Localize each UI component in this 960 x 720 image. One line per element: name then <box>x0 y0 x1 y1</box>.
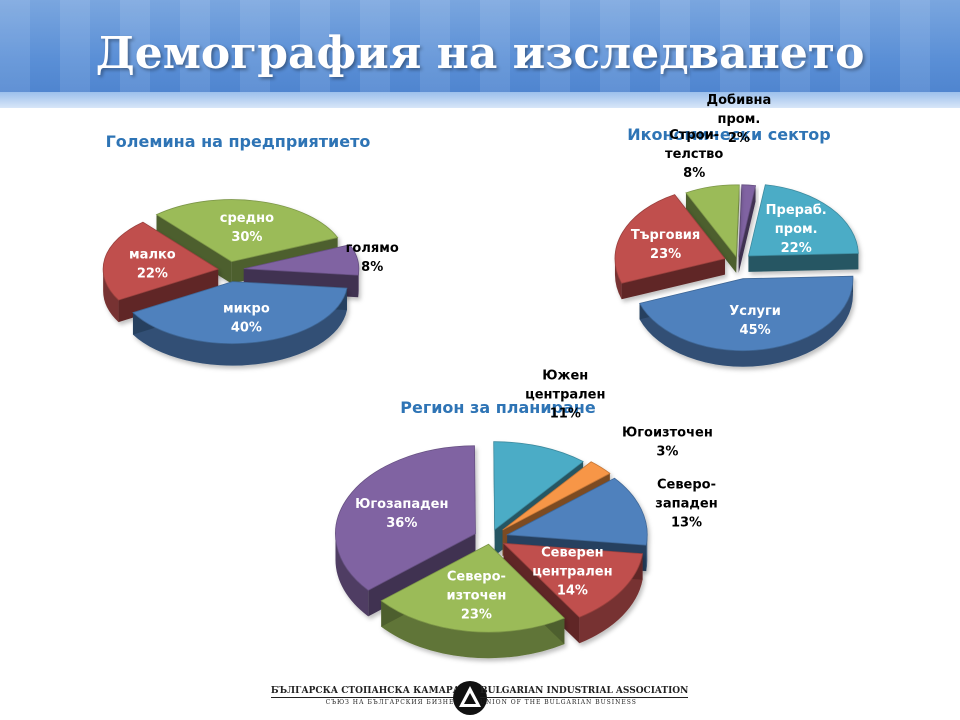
chart-title-economic-sector: Икономически сектор <box>627 125 830 144</box>
pie-slice-top <box>243 244 360 276</box>
footer-logo-block: БЪЛГАРСКА СТОПАНСКА КАМАРА СЪЮЗ НА БЪЛГА… <box>270 678 689 718</box>
pie-label-южен-централен: Южен <box>542 369 588 384</box>
pie-label-добивна-пром: пром. <box>718 112 761 127</box>
pie-slice-side <box>614 258 622 300</box>
pie-slice-top <box>747 184 859 257</box>
bia-logo-icon <box>453 681 487 715</box>
pie-slice-североизточен <box>380 543 566 659</box>
pie-label-северозападен: 13% <box>671 515 702 530</box>
pie-label-средно: 30% <box>231 230 262 245</box>
pie-slice-top <box>102 221 220 301</box>
footer-org-bg: БЪЛГАРСКА СТОПАНСКА КАМАРА СЪЮЗ НА БЪЛГА… <box>270 686 460 706</box>
pie-slice-wall <box>685 192 737 273</box>
pie-label-търговия: 23% <box>650 247 681 262</box>
pie-slice-wall <box>118 269 219 323</box>
chart-title-enterprise-size: Големина на предприятието <box>106 132 371 151</box>
pie-label-средно: средно <box>220 211 274 226</box>
pie-label-голямо: голямо <box>346 241 399 256</box>
pie-slice-side <box>381 600 565 659</box>
pie-slice-wall <box>748 253 859 272</box>
pie-slice-добивна-пром <box>738 184 757 273</box>
slide-header <box>0 0 960 108</box>
pie-slice-top <box>502 461 611 531</box>
pie-slice-top <box>505 477 648 546</box>
pie-slice-top <box>738 184 757 257</box>
pie-label-добивна-пром: 2% <box>728 131 750 146</box>
pie-label-голямо: 8% <box>361 260 383 275</box>
pie-slice-top <box>493 441 584 531</box>
footer-org-bg-name: БЪЛГАРСКА СТОПАНСКА КАМАРА <box>270 686 460 696</box>
pie-slice-top <box>155 199 339 263</box>
pie-label-югозападен: Югозападен <box>355 497 448 512</box>
pie-slice-top <box>502 542 644 618</box>
pie-slice-услуги <box>638 275 854 367</box>
pie-label-малко: малко <box>129 248 176 263</box>
pie-label-североизточен: източен <box>446 589 506 604</box>
pie-slice-прераб-пром <box>747 184 859 272</box>
pie-label-югозападен: 36% <box>386 516 417 531</box>
pie-label-прераб-пром: Прераб. <box>766 203 827 218</box>
pie-slice-строителство <box>685 184 740 273</box>
pie-label-строителство: Строи- <box>669 128 719 143</box>
pie-slice-top <box>132 281 348 344</box>
footer-org-en-sub: UNION OF THE BULGARIAN BUSINESS <box>480 697 689 706</box>
pie-label-услуги: 45% <box>740 323 771 338</box>
pie-label-микро: микро <box>223 301 270 316</box>
pie-label-северен-централен: централен <box>532 564 612 579</box>
pie-label-прераб-пром: пром. <box>775 222 818 237</box>
pie-label-южен-централен: централен <box>525 388 605 403</box>
pie-label-строителство: телство <box>665 147 723 162</box>
pie-label-строителство: 8% <box>683 166 705 181</box>
pie-label-малко: 22% <box>137 267 168 282</box>
header-stripes <box>0 0 960 108</box>
pie-slice-top <box>638 275 854 352</box>
pie-slice-малко <box>102 221 220 323</box>
pie-label-северен-централен: 14% <box>557 583 588 598</box>
pie-label-югоизточен: Югоизточен <box>622 425 713 440</box>
pie-slice-side <box>335 533 369 617</box>
pie-label-североизточен: Северо- <box>447 570 506 585</box>
pie-label-южен-централен: 11% <box>550 407 581 422</box>
footer-org-en-name: BULGARIAN INDUSTRIAL ASSOCIATION <box>480 686 689 696</box>
pie-slice-side <box>579 553 643 644</box>
pie-label-северозападен: Северо- <box>657 477 716 492</box>
pie-label-търговия: Търговия <box>631 228 700 243</box>
pie-label-североизточен: 23% <box>461 608 492 623</box>
pie-slice-wall <box>738 185 756 273</box>
pie-slice-side <box>132 288 347 366</box>
pie-planning-region: Северо-западен 13% Северен централен 14% Севе… <box>335 369 718 659</box>
pie-label-микро: 40% <box>231 320 262 335</box>
chart-title-planning-region: Регион за планиране <box>400 398 596 417</box>
pie-label-северозападен: западен <box>655 496 717 511</box>
pie-slice-top <box>614 194 726 284</box>
pie-enterprise-size: микро 40% малко 22% средно 30% голямо 8% <box>102 199 399 366</box>
pie-label-прераб-пром: 22% <box>781 241 812 256</box>
pie-label-югоизточен: 3% <box>656 444 678 459</box>
pie-label-добивна-пром: Добивна <box>707 93 772 108</box>
pie-label-услуги: Услуги <box>729 304 781 319</box>
pie-slice-side <box>358 268 359 298</box>
pie-label-северен-централен: Северен <box>541 545 604 560</box>
pie-slice-микро <box>132 281 348 366</box>
footer-org-bg-sub: СЪЮЗ НА БЪЛГАРСКИЯ БИЗНЕС <box>270 697 460 706</box>
header-band <box>0 92 960 108</box>
pie-economic-sector: Услуги 45% Търговия 23% Строи-телство 8% Добив… <box>614 93 859 367</box>
slide-title: Демография на изследването <box>95 28 865 79</box>
pie-slice-wall <box>621 258 725 300</box>
pie-slice-top <box>380 543 566 633</box>
pie-slice-top <box>685 184 740 258</box>
pie-slice-side <box>639 278 853 367</box>
pie-slice-side <box>103 269 119 323</box>
pie-slice-top <box>335 445 476 591</box>
pie-slice-търговия <box>614 194 726 300</box>
footer-org-en: BULGARIAN INDUSTRIAL ASSOCIATION UNION O… <box>480 686 689 706</box>
